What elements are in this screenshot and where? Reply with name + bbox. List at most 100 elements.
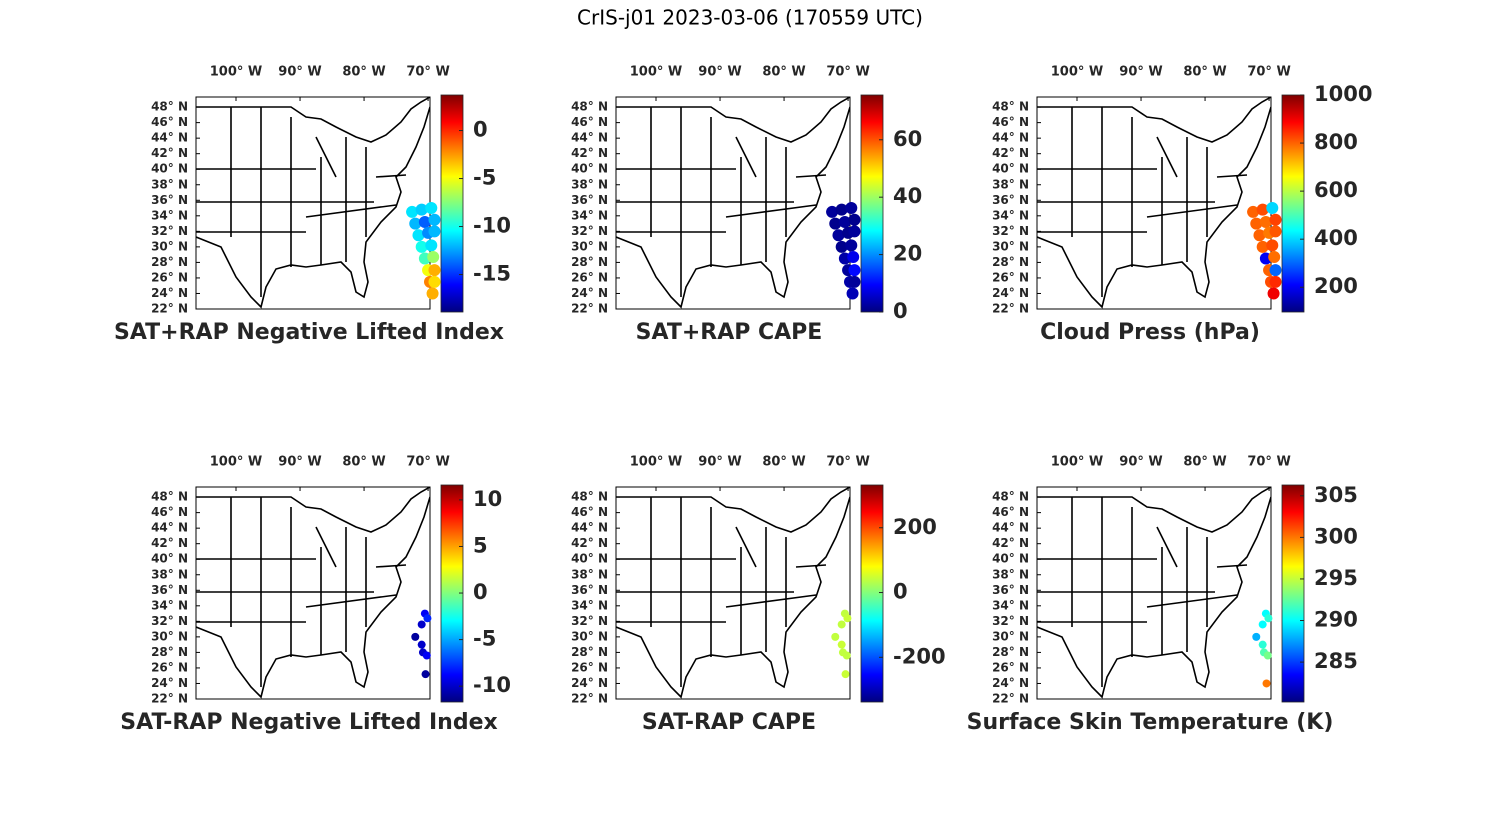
lat-tick-label: 44° N bbox=[151, 521, 188, 535]
lon-tick-label: 70° W bbox=[826, 455, 869, 470]
panel-title: SAT+RAP Negative Lifted Index bbox=[114, 320, 504, 345]
lat-tick-label: 46° N bbox=[151, 115, 188, 129]
lat-tick-label: 28° N bbox=[571, 255, 608, 269]
data-point bbox=[831, 632, 840, 641]
lat-tick-label: 24° N bbox=[151, 286, 188, 300]
data-point bbox=[1268, 250, 1281, 263]
data-point bbox=[409, 217, 422, 230]
lat-tick-label: 30° N bbox=[151, 629, 188, 643]
basemap bbox=[196, 97, 430, 308]
lon-tick-label: 70° W bbox=[1247, 65, 1290, 80]
data-point bbox=[847, 250, 860, 263]
lat-tick-label: 26° N bbox=[992, 270, 1029, 284]
lat-tick-label: 30° N bbox=[571, 629, 608, 643]
data-point bbox=[1262, 679, 1271, 688]
data-point bbox=[848, 225, 861, 238]
lat-tick-label: 26° N bbox=[992, 660, 1029, 674]
lat-tick-label: 44° N bbox=[571, 521, 608, 535]
data-point bbox=[426, 287, 439, 300]
colorbar bbox=[860, 484, 884, 703]
lat-tick-label: 42° N bbox=[151, 536, 188, 550]
data-point bbox=[417, 620, 426, 629]
data-point bbox=[425, 239, 438, 252]
map-panel: 100° W 90° W 80° W 70° W 48° N46° N 44° N42° … bbox=[967, 455, 1358, 736]
map-frame bbox=[195, 486, 431, 700]
basemap bbox=[616, 487, 850, 698]
lat-tick-label: 22° N bbox=[151, 692, 188, 706]
data-point bbox=[837, 640, 846, 649]
data-point bbox=[418, 216, 431, 229]
lat-tick-label: 34° N bbox=[151, 598, 188, 612]
data-point bbox=[1253, 229, 1266, 242]
colorbar-tick-label: 400 bbox=[1314, 226, 1358, 250]
lat-tick-label: 46° N bbox=[571, 115, 608, 129]
panel-title: Surface Skin Temperature (K) bbox=[967, 710, 1334, 735]
colorbar-tick-label: 0 bbox=[893, 299, 908, 323]
colorbar-tick-label: -5 bbox=[473, 166, 496, 190]
map-frame bbox=[615, 486, 851, 700]
lon-tick-label: 80° W bbox=[1183, 455, 1226, 470]
lat-tick-label: 30° N bbox=[992, 629, 1029, 643]
data-point bbox=[848, 275, 861, 288]
lat-tick-label: 44° N bbox=[992, 521, 1029, 535]
data-point bbox=[1259, 216, 1272, 229]
figure-title: CrIS-j01 2023-03-06 (170559 UTC) bbox=[577, 6, 923, 30]
colorbar-tick-label: 1000 bbox=[1314, 82, 1372, 106]
colorbar-tick-label: 60 bbox=[893, 127, 922, 151]
data-point bbox=[412, 229, 425, 242]
lon-tick-label: 80° W bbox=[342, 455, 385, 470]
lat-tick-label: 24° N bbox=[992, 286, 1029, 300]
data-point bbox=[427, 250, 440, 263]
lat-tick-label: 42° N bbox=[571, 146, 608, 160]
lon-tick-label: 80° W bbox=[762, 65, 805, 80]
lat-tick-label: 42° N bbox=[992, 146, 1029, 160]
data-point bbox=[1264, 614, 1273, 623]
lat-tick-label: 26° N bbox=[151, 270, 188, 284]
lat-tick-label: 46° N bbox=[571, 505, 608, 519]
lat-tick-label: 46° N bbox=[992, 505, 1029, 519]
map-panel: 100° W 90° W 80° W 70° W 48° N46° N 44° N42° … bbox=[120, 455, 511, 736]
data-point bbox=[428, 264, 441, 277]
lat-tick-label: 30° N bbox=[571, 239, 608, 253]
data-point bbox=[835, 240, 848, 253]
colorbar-tick-label: -10 bbox=[473, 673, 511, 697]
panels: 100° W 90° W 80° W 70° W48° N46° N44° N42° … bbox=[114, 65, 1372, 736]
panel-title: SAT-RAP CAPE bbox=[642, 710, 816, 735]
lat-tick-label: 34° N bbox=[571, 208, 608, 222]
lat-tick-label: 46° N bbox=[992, 115, 1029, 129]
lat-tick-label: 48° N bbox=[992, 490, 1029, 504]
lat-tick-label: 48° N bbox=[992, 100, 1029, 114]
data-point bbox=[1269, 264, 1282, 277]
lat-tick-label: 24° N bbox=[992, 676, 1029, 690]
lon-tick-label: 100° W bbox=[1051, 65, 1104, 80]
lat-tick-label: 32° N bbox=[151, 224, 188, 238]
lat-tick-label: 44° N bbox=[151, 131, 188, 145]
data-point bbox=[1266, 239, 1279, 252]
lon-tick-label: 70° W bbox=[406, 65, 449, 80]
lat-tick-label: 38° N bbox=[151, 567, 188, 581]
lat-tick-label: 28° N bbox=[151, 645, 188, 659]
data-point bbox=[423, 614, 432, 623]
lat-tick-label: 36° N bbox=[571, 583, 608, 597]
data-point bbox=[1258, 620, 1267, 629]
lat-tick-label: 22° N bbox=[992, 692, 1029, 706]
lat-tick-label: 48° N bbox=[571, 490, 608, 504]
data-point bbox=[415, 203, 428, 216]
colorbar-tick-label: 200 bbox=[1314, 274, 1358, 298]
lon-tick-label: 100° W bbox=[210, 455, 263, 470]
lat-tick-label: 40° N bbox=[151, 162, 188, 176]
lon-tick-label: 80° W bbox=[762, 455, 805, 470]
basemap bbox=[616, 97, 850, 308]
colorbar-tick-label: 285 bbox=[1314, 649, 1358, 673]
lat-tick-label: 28° N bbox=[571, 645, 608, 659]
data-point bbox=[842, 651, 851, 660]
colorbar-tick-label: 40 bbox=[893, 184, 922, 208]
colorbar-tick-label: 300 bbox=[1314, 524, 1358, 548]
map-panel: 100° W 90° W 80° W 70° W 48° N46° N 44° N42° … bbox=[114, 65, 511, 346]
lat-tick-label: 36° N bbox=[151, 583, 188, 597]
map-frame bbox=[1036, 486, 1272, 700]
lat-tick-label: 32° N bbox=[992, 614, 1029, 628]
lon-tick-label: 90° W bbox=[698, 455, 741, 470]
map-panel: 100° W 90° W 80° W 70° W 48° N46° N 44° N42° … bbox=[992, 65, 1372, 346]
lat-tick-label: 38° N bbox=[992, 567, 1029, 581]
